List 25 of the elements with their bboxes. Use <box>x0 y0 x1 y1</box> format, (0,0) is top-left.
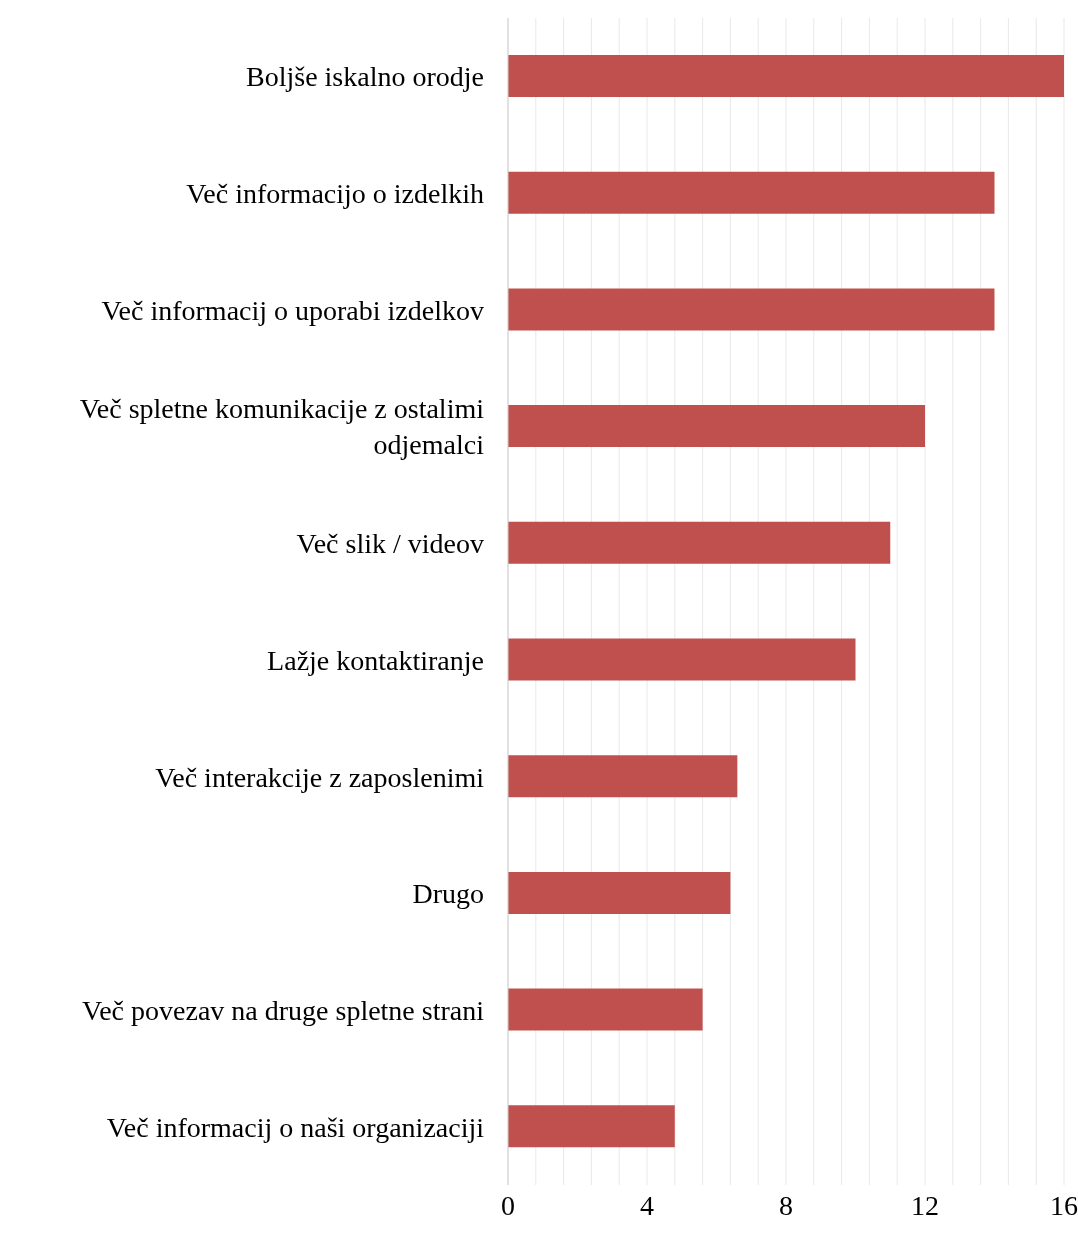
y-tick-label: Lažje kontaktiranje <box>267 644 484 676</box>
y-tick-label: Več informacij o naši organizaciji <box>106 1111 485 1143</box>
y-tick-label: Več interakcije z zaposlenimi <box>155 761 485 793</box>
bar <box>508 638 856 681</box>
y-tick-label: Več spletne komunikacije z ostalimi odjemalci <box>79 392 485 460</box>
bar <box>508 1105 675 1148</box>
x-tick-label: 12 <box>911 1190 939 1221</box>
x-tick-label: 16 <box>1050 1190 1078 1221</box>
y-tick-label: Več informacij o uporabi izdelkov <box>101 294 484 326</box>
y-tick-label: Več informacijo o izdelkih <box>186 177 484 209</box>
y-tick-label: Drugo <box>412 877 484 909</box>
bar <box>508 871 731 914</box>
x-tick-label: 4 <box>640 1190 654 1221</box>
bar <box>508 405 925 448</box>
bar <box>508 521 891 564</box>
y-tick-label: Več slik / videov <box>296 527 484 559</box>
x-tick-label: 0 <box>501 1190 515 1221</box>
bar <box>508 288 995 331</box>
bar <box>508 988 703 1031</box>
x-tick-label: 8 <box>779 1190 793 1221</box>
y-tick-label: Boljše iskalno orodje <box>246 60 484 92</box>
bar <box>508 55 1064 97</box>
bar <box>508 171 995 214</box>
bar <box>508 755 738 798</box>
y-tick-label: Več povezav na druge spletne strani <box>82 994 485 1026</box>
